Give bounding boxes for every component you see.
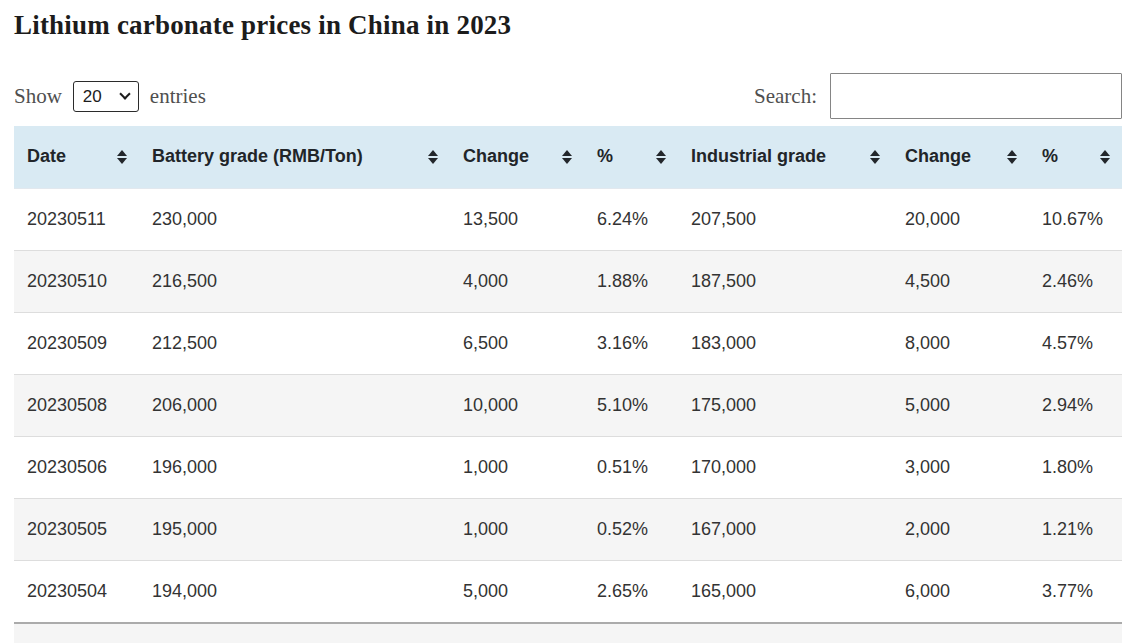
column-header-industrial-change[interactable]: Change: [892, 126, 1029, 188]
table-cell: 5.10%: [584, 374, 678, 436]
entries-label: entries: [150, 84, 206, 109]
table-row: 20230510216,5004,0001.88%187,5004,5002.4…: [14, 250, 1122, 312]
table-cell: [14, 623, 139, 643]
table-cell: [678, 623, 892, 643]
table-cell: 3,000: [892, 436, 1029, 498]
table-cell: 20230506: [14, 436, 139, 498]
table-cell: 4,000: [450, 250, 584, 312]
table-cell: [584, 623, 678, 643]
table-row: 20230511230,00013,5006.24%207,50020,0001…: [14, 188, 1122, 250]
table-cell: 212,500: [139, 312, 450, 374]
column-header-label: Change: [463, 146, 529, 166]
data-table: Date Battery grade (RMB/Ton) Change% Indust…: [14, 126, 1122, 643]
table-cell: 175,000: [678, 374, 892, 436]
table-cell: 3.16%: [584, 312, 678, 374]
table-row-partial: [14, 623, 1122, 643]
table-row: 20230504194,0005,0002.65%165,0006,0003.7…: [14, 560, 1122, 623]
column-header-battery-percent[interactable]: %: [584, 126, 678, 188]
sort-both-icon: [117, 150, 127, 164]
page-length-control: Show 20 entries: [14, 81, 206, 112]
table-cell: 6,000: [892, 560, 1029, 623]
table-header-row: Date Battery grade (RMB/Ton) Change% Indust…: [14, 126, 1122, 188]
table-cell: 10.67%: [1029, 188, 1122, 250]
table-cell: 183,000: [678, 312, 892, 374]
page-title: Lithium carbonate prices in China in 202…: [14, 9, 1122, 42]
table-row: 20230509212,5006,5003.16%183,0008,0004.5…: [14, 312, 1122, 374]
table-cell: 165,000: [678, 560, 892, 623]
table-cell: 170,000: [678, 436, 892, 498]
table-cell: 0.51%: [584, 436, 678, 498]
table-cell: [1029, 623, 1122, 643]
table-cell: 196,000: [139, 436, 450, 498]
sort-both-icon: [1007, 150, 1017, 164]
table-cell: 2.65%: [584, 560, 678, 623]
table-cell: 20230504: [14, 560, 139, 623]
table-cell: [450, 623, 584, 643]
table-controls: Show 20 entries Search:: [14, 73, 1122, 119]
table-cell: 6.24%: [584, 188, 678, 250]
sort-both-icon: [1100, 150, 1110, 164]
search-label: Search:: [754, 84, 817, 109]
table-cell: 6,500: [450, 312, 584, 374]
table-row: 20230505195,0001,0000.52%167,0002,0001.2…: [14, 498, 1122, 560]
table-cell: 2.46%: [1029, 250, 1122, 312]
column-header-label: Battery grade (RMB/Ton): [152, 146, 363, 166]
table-cell: 2,000: [892, 498, 1029, 560]
table-row: 20230506196,0001,0000.51%170,0003,0001.8…: [14, 436, 1122, 498]
table-cell: 1,000: [450, 436, 584, 498]
sort-both-icon: [562, 150, 572, 164]
table-cell: 4,500: [892, 250, 1029, 312]
show-label: Show: [14, 84, 62, 109]
table-cell: 20230508: [14, 374, 139, 436]
column-header-label: Change: [905, 146, 971, 166]
column-header-industrial-grade[interactable]: Industrial grade: [678, 126, 892, 188]
column-header-label: Industrial grade: [691, 146, 826, 166]
sort-both-icon: [870, 150, 880, 164]
table-cell: 20230510: [14, 250, 139, 312]
column-header-industrial-percent[interactable]: %: [1029, 126, 1122, 188]
column-header-battery-change[interactable]: Change: [450, 126, 584, 188]
sort-both-icon: [428, 150, 438, 164]
table-cell: 195,000: [139, 498, 450, 560]
table-cell: 20,000: [892, 188, 1029, 250]
table-cell: 13,500: [450, 188, 584, 250]
table-cell: 10,000: [450, 374, 584, 436]
table-cell: 167,000: [678, 498, 892, 560]
table-cell: 207,500: [678, 188, 892, 250]
table-cell: 194,000: [139, 560, 450, 623]
table-cell: 20230511: [14, 188, 139, 250]
table-cell: 1.80%: [1029, 436, 1122, 498]
table-row: 20230508206,00010,0005.10%175,0005,0002.…: [14, 374, 1122, 436]
table-cell: 20230505: [14, 498, 139, 560]
table-cell: [892, 623, 1029, 643]
table-cell: 5,000: [450, 560, 584, 623]
table-cell: 206,000: [139, 374, 450, 436]
table-cell: 5,000: [892, 374, 1029, 436]
table-cell: [139, 623, 450, 643]
table-cell: 1.88%: [584, 250, 678, 312]
search-control: Search:: [754, 73, 1122, 119]
column-header-label: %: [1042, 146, 1058, 166]
table-cell: 3.77%: [1029, 560, 1122, 623]
sort-both-icon: [656, 150, 666, 164]
search-input[interactable]: [830, 73, 1122, 119]
entries-select[interactable]: 20: [73, 81, 139, 112]
table-cell: 20230509: [14, 312, 139, 374]
column-header-battery-grade[interactable]: Battery grade (RMB/Ton): [139, 126, 450, 188]
table-cell: 2.94%: [1029, 374, 1122, 436]
table-cell: 0.52%: [584, 498, 678, 560]
table-cell: 230,000: [139, 188, 450, 250]
table-cell: 4.57%: [1029, 312, 1122, 374]
table-cell: 8,000: [892, 312, 1029, 374]
entries-select-wrap: 20: [73, 81, 139, 112]
column-header-label: %: [597, 146, 613, 166]
column-header-label: Date: [27, 146, 66, 166]
table-cell: 1.21%: [1029, 498, 1122, 560]
table-cell: 187,500: [678, 250, 892, 312]
column-header-date[interactable]: Date: [14, 126, 139, 188]
table-cell: 216,500: [139, 250, 450, 312]
table-cell: 1,000: [450, 498, 584, 560]
